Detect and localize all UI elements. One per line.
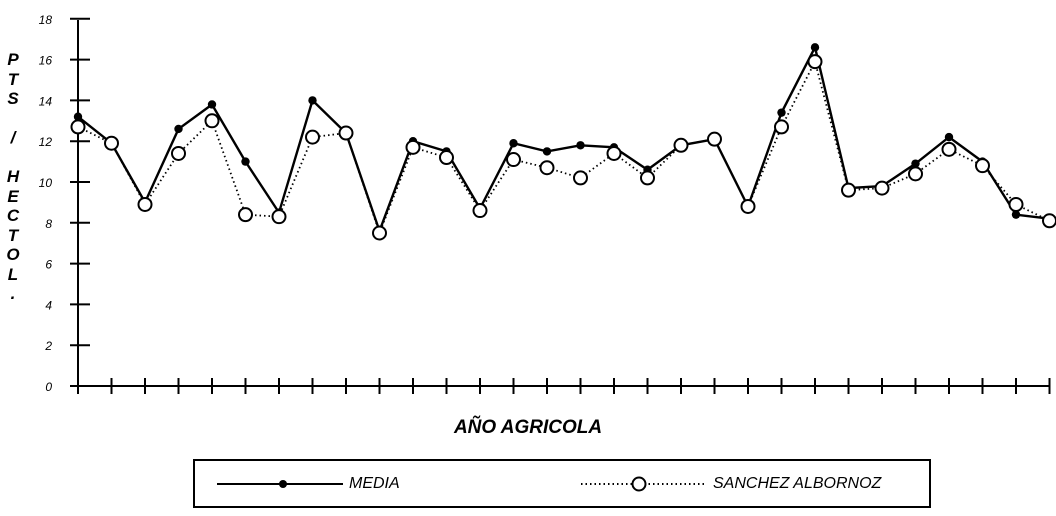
media-point <box>308 96 317 105</box>
media-point <box>810 43 820 52</box>
y-tick-label: 0 <box>45 380 52 394</box>
sanchez-albornoz-point <box>405 139 421 155</box>
y-axis-label-char: E <box>7 186 19 206</box>
media-point <box>911 159 920 168</box>
sanchez-albornoz-point <box>606 145 622 161</box>
y-axis-label-char: T <box>7 225 19 245</box>
series-line-media <box>77 43 1050 235</box>
sanchez-albornoz-point <box>204 113 220 129</box>
y-axis-label-char: . <box>10 284 16 303</box>
y-axis-ticks: 0 2 4 6 8 10 12 14 16 18 <box>39 13 90 394</box>
sanchez-albornoz-point <box>841 182 856 198</box>
sanchez-albornoz-point <box>975 158 990 174</box>
series-line-sanchez-albornoz <box>77 59 1050 236</box>
y-tick-label: 16 <box>39 54 53 68</box>
sanchez-albornoz-point <box>807 54 823 70</box>
media-point <box>207 100 217 109</box>
sanchez-albornoz-point <box>506 152 521 168</box>
legend-sanchez-label: SANCHEZ ALBORNOZ <box>713 474 882 492</box>
x-axis-label: AÑO AGRICOLA <box>453 417 603 438</box>
y-axis-label-char <box>11 148 16 168</box>
y-tick-label: 2 <box>44 339 52 353</box>
media-point <box>576 141 585 150</box>
sanchez-albornoz-point <box>908 166 923 182</box>
sanchez-albornoz-point <box>271 209 287 225</box>
y-axis-label-char: S <box>7 89 19 108</box>
sanchez-albornoz-point <box>673 137 689 153</box>
y-tick-label: 4 <box>45 298 52 312</box>
sanchez-albornoz-point <box>941 141 957 157</box>
x-axis-ticks <box>77 378 1051 394</box>
media-point <box>1011 210 1021 219</box>
sanchez-albornoz-point <box>372 225 387 241</box>
sanchez-albornoz-point <box>774 119 789 135</box>
legend-item-sanchez: SANCHEZ ALBORNOZ <box>579 461 881 506</box>
y-tick-label: 18 <box>39 13 53 27</box>
sanchez-albornoz-point <box>104 135 119 151</box>
y-tick-label: 12 <box>39 135 53 149</box>
y-axis-label-char: T <box>7 69 19 89</box>
sanchez-albornoz-point <box>874 180 890 196</box>
legend-item-media: MEDIA <box>215 461 400 506</box>
media-point <box>174 124 183 134</box>
y-axis-label-char: / <box>10 128 16 147</box>
y-tick-label: 10 <box>39 176 53 190</box>
sanchez-albornoz-point <box>1042 213 1056 229</box>
y-axis-label-char: L <box>7 264 19 284</box>
media-point <box>777 108 786 117</box>
sanchez-albornoz-point <box>137 196 153 212</box>
sanchez-albornoz-point <box>439 150 454 166</box>
sanchez-albornoz-point <box>1008 196 1024 212</box>
y-axis-label-char: C <box>6 206 20 225</box>
series-layer <box>70 43 1056 241</box>
y-tick-label: 14 <box>39 94 53 108</box>
y-axis-label-char: H <box>6 167 20 186</box>
sanchez-albornoz-point <box>539 160 555 176</box>
sanchez-albornoz-point <box>238 207 253 223</box>
sanchez-albornoz-point <box>640 170 655 186</box>
sanchez-albornoz-point <box>472 203 488 219</box>
sanchez-albornoz-point <box>305 129 320 145</box>
media-point <box>944 132 954 142</box>
y-axis-label-char: P <box>7 50 19 69</box>
legend-media-swatch <box>217 479 343 488</box>
media-point <box>241 157 250 166</box>
sanchez-albornoz-point <box>740 198 756 214</box>
media-point <box>509 139 518 148</box>
y-tick-label: 6 <box>45 258 52 272</box>
chart-legend: MEDIA SANCHEZ ALBORNOZ <box>193 459 931 508</box>
sanchez-albornoz-point <box>338 125 354 141</box>
sanchez-albornoz-point <box>707 131 722 147</box>
sanchez-albornoz-point <box>573 170 588 186</box>
y-axis-label-char <box>11 109 16 129</box>
y-tick-label: 8 <box>45 217 52 231</box>
legend-media-label: MEDIA <box>349 474 400 492</box>
y-axis-label-char: O <box>6 245 20 264</box>
legend-sanchez-swatch <box>581 476 707 491</box>
sanchez-albornoz-point <box>171 145 186 161</box>
sanchez-albornoz-point <box>70 119 86 135</box>
media-point <box>73 112 83 121</box>
media-point <box>542 147 552 156</box>
